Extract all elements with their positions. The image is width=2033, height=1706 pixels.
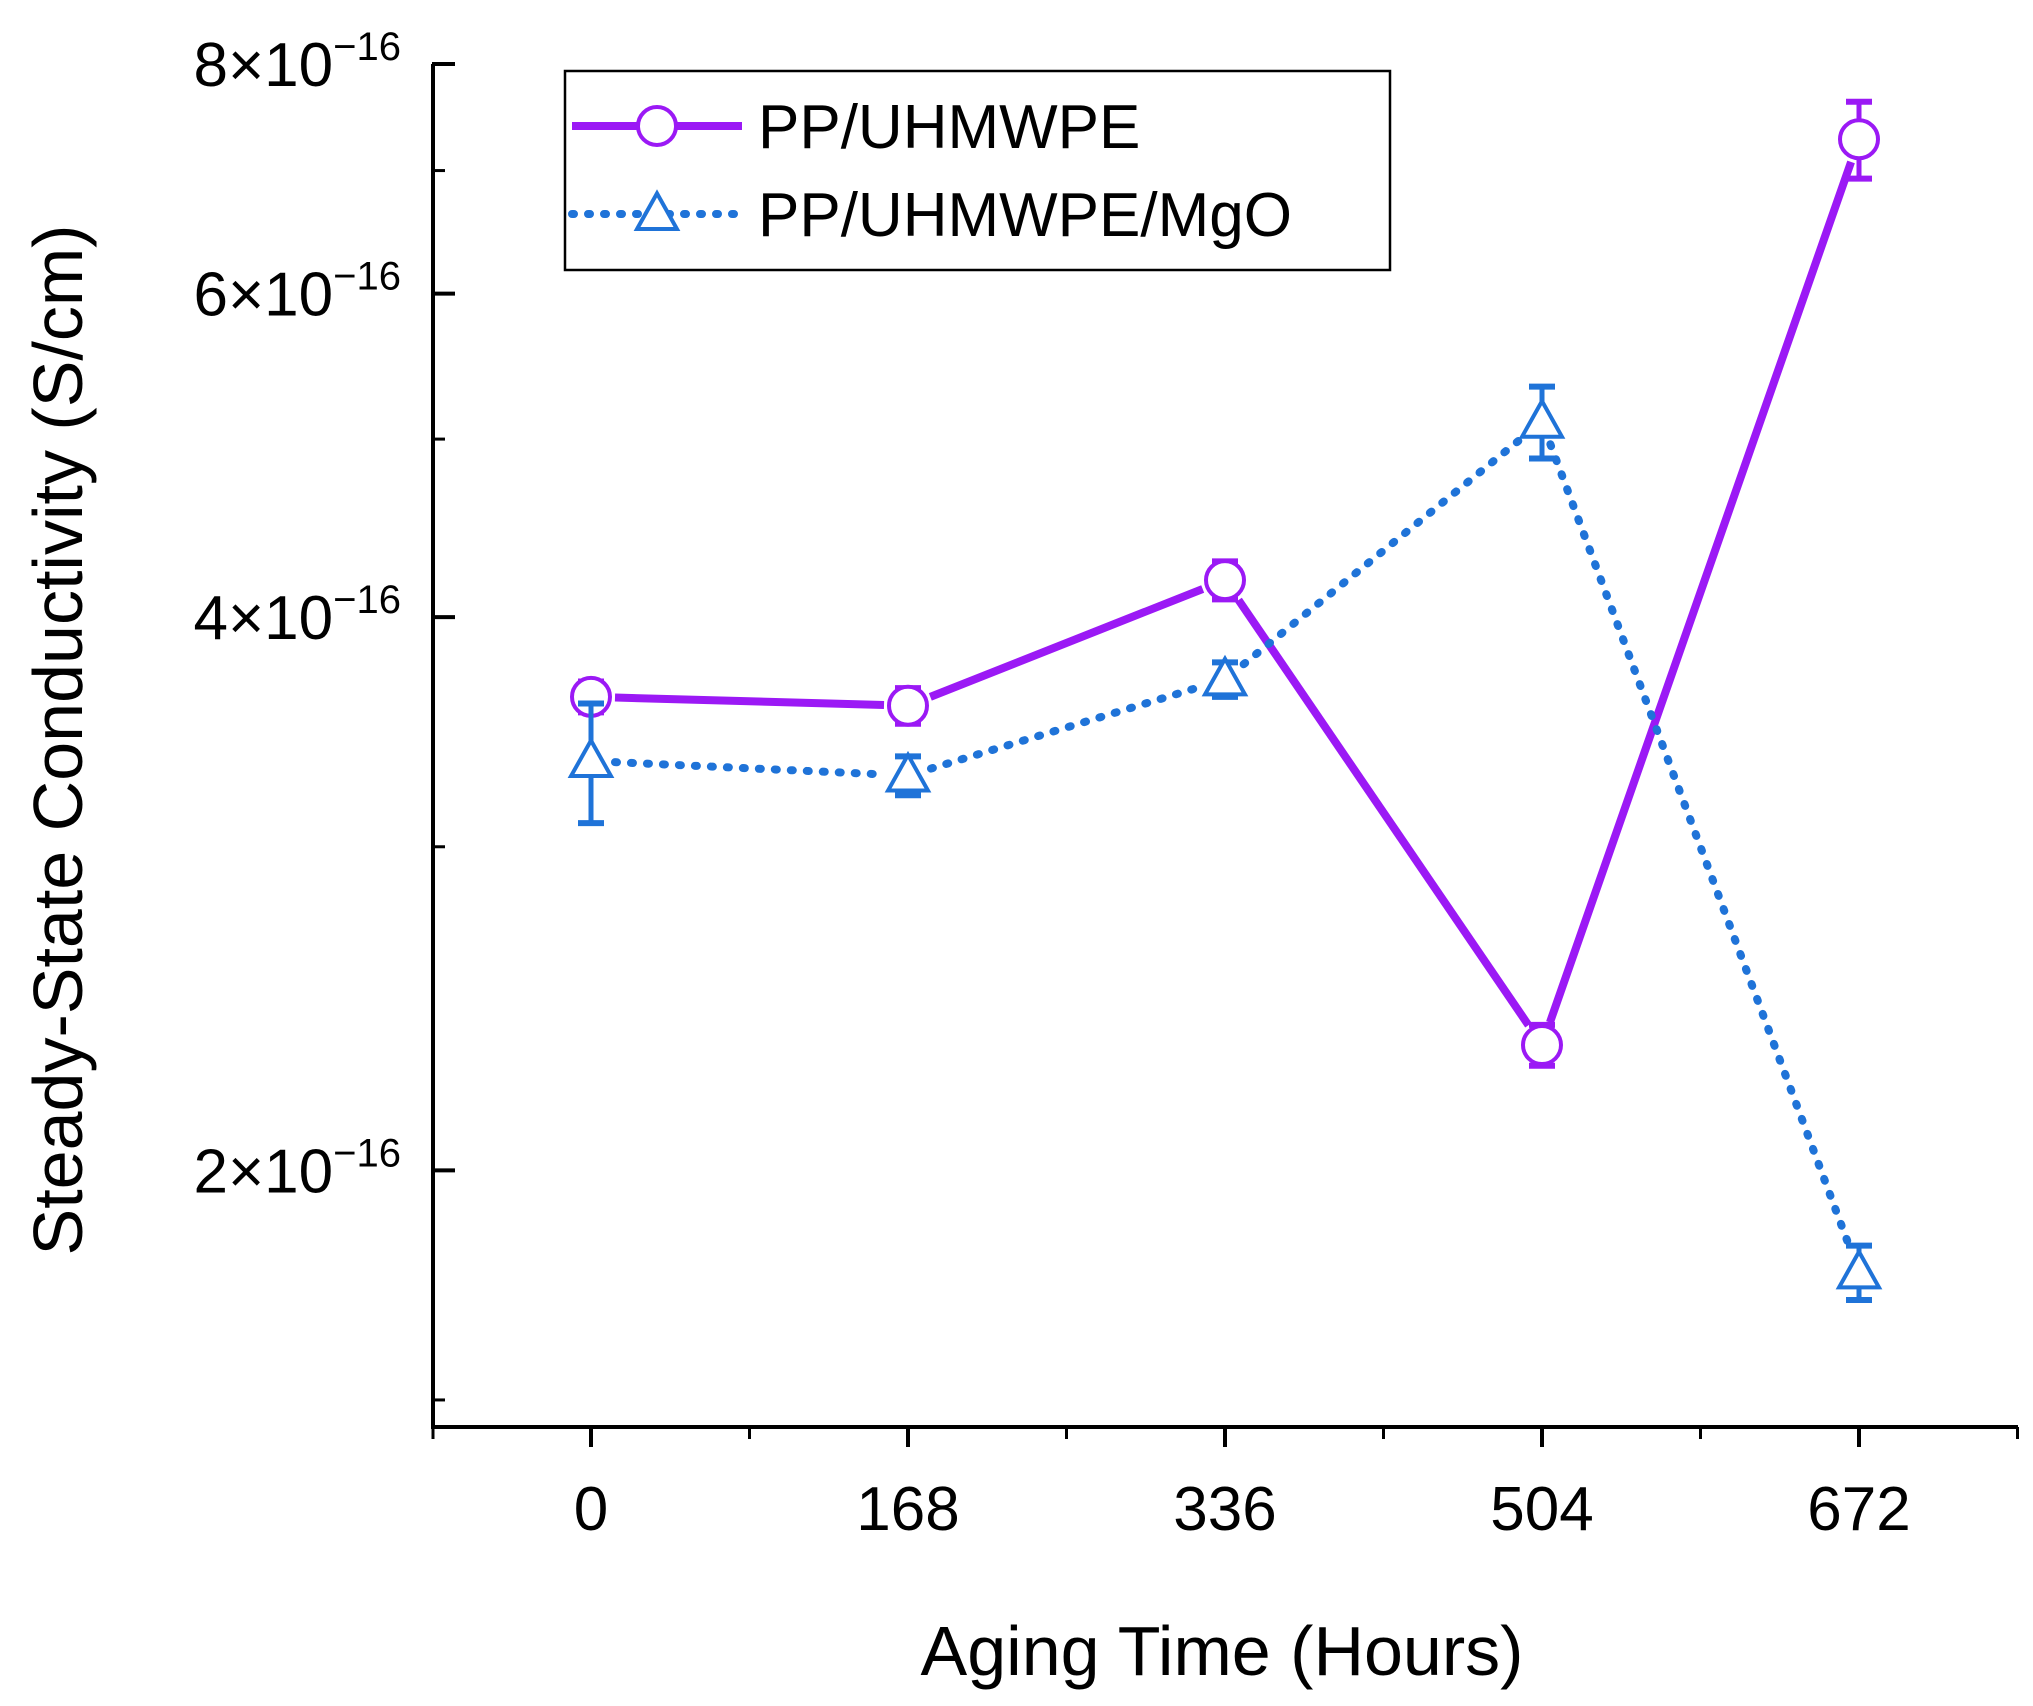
series-line-segment <box>926 682 1207 773</box>
y-tick-label: 4×10−16 <box>193 578 401 653</box>
legend-marker <box>633 189 681 231</box>
series-line-segment <box>610 758 889 779</box>
series-line-segment <box>1546 440 1855 1254</box>
x-tick-label: 504 <box>1490 1475 1593 1544</box>
data-point <box>887 684 929 727</box>
y-tick-label: 2×10−16 <box>193 1131 401 1206</box>
x-axis-title: Aging Time (Hours) <box>921 1612 1524 1690</box>
data-point <box>1838 118 1880 161</box>
x-tick-label: 336 <box>1173 1475 1276 1544</box>
y-tick-label: 8×10−16 <box>193 25 401 100</box>
x-tick-label: 672 <box>1807 1475 1910 1544</box>
legend-item: PP/UHMWPE/MgO <box>568 181 1292 250</box>
legend-marker <box>636 105 678 147</box>
legend-label: PP/UHMWPE <box>758 93 1140 162</box>
series-line-segment <box>928 585 1205 701</box>
data-point <box>1204 559 1246 602</box>
series <box>567 98 1883 1304</box>
data-point <box>1521 1024 1563 1067</box>
data-point <box>1835 1247 1883 1290</box>
ticks: 2×10−16 4×10−16 6×10−16 8×10−16 0 168 336 504 67… <box>193 25 2019 1544</box>
y-axis-title: Steady-State Conductivity (S/cm) <box>19 225 97 1256</box>
legend: PP/UHMWPE PP/UHMWPE/MgO <box>563 69 1392 272</box>
series-pp-uhmwpe-mgo <box>567 383 1883 1304</box>
legend-label: PP/UHMWPE/MgO <box>758 181 1292 250</box>
data-point <box>884 750 932 793</box>
x-tick-label: 0 <box>574 1475 608 1544</box>
data-point <box>1518 397 1566 439</box>
series-line-segment <box>1235 597 1532 1028</box>
y-tick-label: 6×10−16 <box>193 255 401 330</box>
series-line-segment <box>614 693 885 710</box>
x-tick-label: 168 <box>856 1475 959 1544</box>
legend-box <box>563 69 1392 272</box>
data-point <box>567 736 615 779</box>
series-line-segment <box>1546 160 1855 1024</box>
data-point <box>1201 654 1249 697</box>
series-line-segment <box>1239 432 1528 669</box>
legend-item: PP/UHMWPE <box>572 93 1140 162</box>
